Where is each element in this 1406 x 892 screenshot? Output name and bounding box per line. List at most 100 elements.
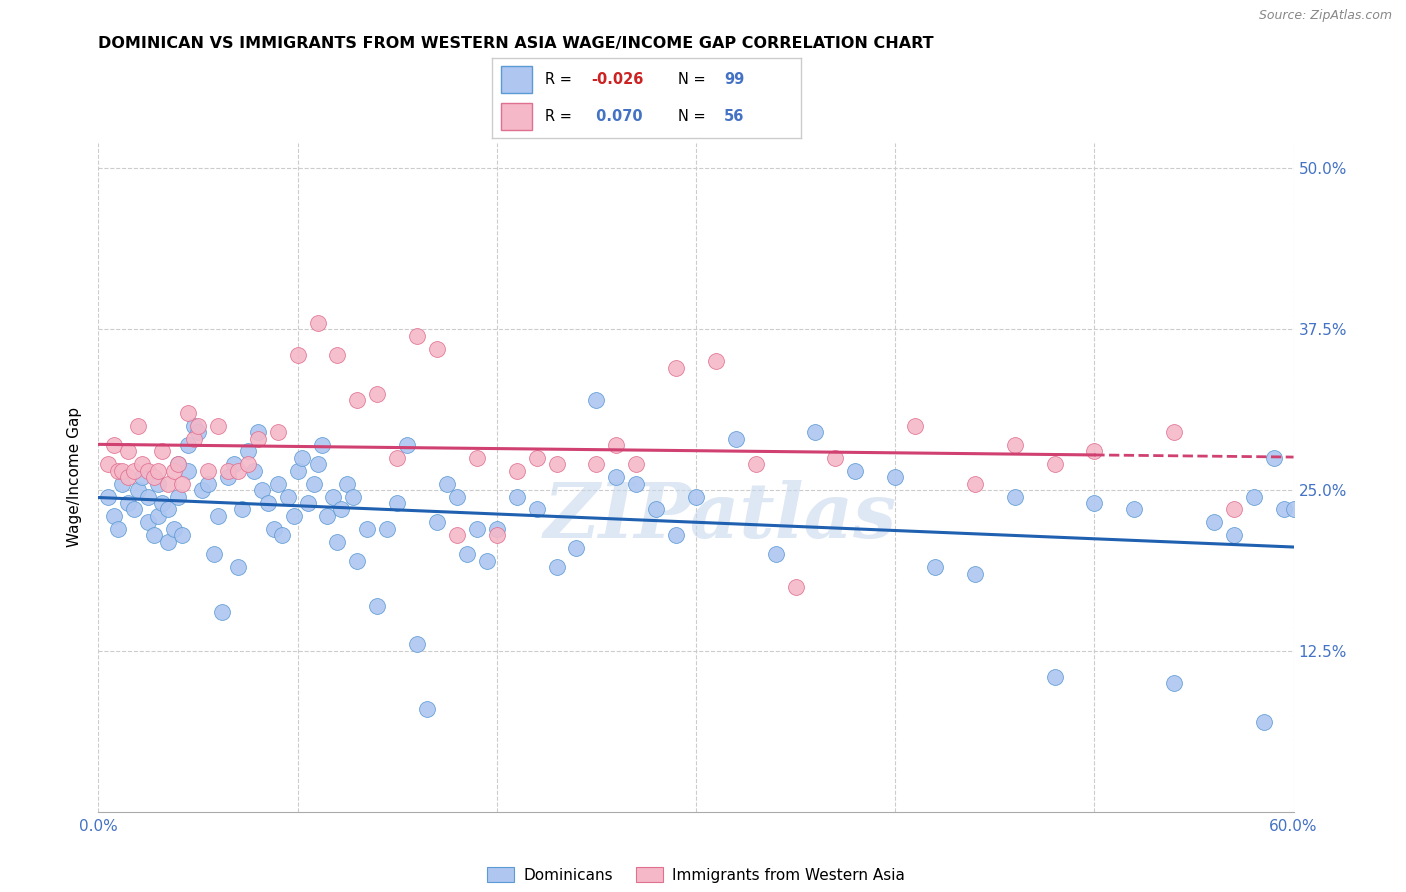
Point bbox=[546, 458, 568, 472]
Point bbox=[163, 464, 186, 478]
Point bbox=[1163, 425, 1185, 440]
Y-axis label: Wage/Income Gap: Wage/Income Gap bbox=[67, 407, 83, 548]
Point bbox=[436, 476, 458, 491]
Point bbox=[157, 534, 180, 549]
Point bbox=[1123, 502, 1146, 516]
Point bbox=[177, 406, 200, 420]
Text: 0.070: 0.070 bbox=[591, 109, 643, 124]
Point bbox=[136, 515, 159, 529]
Point bbox=[904, 418, 927, 433]
Point bbox=[103, 438, 125, 452]
Point bbox=[167, 458, 190, 472]
Point bbox=[311, 438, 333, 452]
Point bbox=[307, 458, 329, 472]
Point bbox=[290, 450, 312, 465]
Point bbox=[824, 450, 846, 465]
Point bbox=[1222, 502, 1246, 516]
Point bbox=[307, 316, 329, 330]
Point bbox=[342, 490, 364, 504]
Point bbox=[745, 458, 768, 472]
Point bbox=[605, 438, 627, 452]
Point bbox=[396, 438, 419, 452]
Point bbox=[287, 348, 309, 362]
Point bbox=[346, 554, 368, 568]
Point bbox=[406, 637, 429, 651]
Point bbox=[236, 458, 259, 472]
Point bbox=[287, 464, 309, 478]
Point bbox=[207, 418, 229, 433]
Point bbox=[1043, 458, 1066, 472]
Point bbox=[107, 522, 129, 536]
Point bbox=[526, 450, 548, 465]
Point bbox=[322, 490, 344, 504]
Point bbox=[172, 528, 194, 542]
Point bbox=[202, 548, 225, 562]
Text: R =: R = bbox=[544, 109, 576, 124]
FancyBboxPatch shape bbox=[502, 66, 533, 94]
Text: 56: 56 bbox=[724, 109, 744, 124]
Point bbox=[222, 458, 245, 472]
Point bbox=[446, 528, 468, 542]
Point bbox=[197, 464, 219, 478]
Point bbox=[277, 490, 299, 504]
Point bbox=[187, 425, 209, 440]
Point bbox=[724, 432, 747, 446]
Point bbox=[416, 702, 439, 716]
Point bbox=[1222, 528, 1246, 542]
Point bbox=[117, 470, 139, 484]
Point bbox=[406, 328, 429, 343]
Point bbox=[143, 470, 166, 484]
Point bbox=[263, 522, 285, 536]
Point bbox=[270, 528, 292, 542]
Point bbox=[565, 541, 588, 555]
Point bbox=[685, 490, 707, 504]
Text: ZIPatlas: ZIPatlas bbox=[543, 481, 897, 554]
Point bbox=[131, 470, 153, 484]
Point bbox=[127, 483, 149, 497]
FancyBboxPatch shape bbox=[502, 103, 533, 130]
Point bbox=[446, 490, 468, 504]
Point bbox=[157, 476, 180, 491]
Point bbox=[97, 490, 120, 504]
Point bbox=[585, 392, 607, 407]
Point bbox=[207, 508, 229, 523]
Point bbox=[250, 483, 273, 497]
Point bbox=[475, 554, 498, 568]
Point bbox=[626, 476, 648, 491]
Point bbox=[97, 458, 120, 472]
Point bbox=[124, 464, 146, 478]
Point bbox=[704, 354, 727, 368]
Point bbox=[1163, 676, 1185, 690]
Point bbox=[804, 425, 827, 440]
Point bbox=[197, 476, 219, 491]
Point bbox=[1263, 450, 1285, 465]
Point bbox=[131, 458, 153, 472]
Point bbox=[211, 605, 233, 619]
Point bbox=[456, 548, 478, 562]
Text: -0.026: -0.026 bbox=[591, 72, 644, 87]
Point bbox=[163, 522, 186, 536]
Point bbox=[111, 464, 134, 478]
Point bbox=[385, 450, 409, 465]
Point bbox=[177, 464, 200, 478]
Point bbox=[626, 458, 648, 472]
Point bbox=[506, 490, 529, 504]
Point bbox=[665, 528, 688, 542]
Point bbox=[366, 386, 388, 401]
Point bbox=[246, 432, 269, 446]
Point bbox=[356, 522, 378, 536]
Point bbox=[256, 496, 278, 510]
Point bbox=[217, 464, 239, 478]
Point bbox=[316, 508, 339, 523]
Point bbox=[485, 528, 508, 542]
Point bbox=[172, 476, 194, 491]
Text: N =: N = bbox=[678, 109, 710, 124]
Point bbox=[645, 502, 668, 516]
Legend: Dominicans, Immigrants from Western Asia: Dominicans, Immigrants from Western Asia bbox=[481, 861, 911, 888]
Point bbox=[785, 580, 807, 594]
Point bbox=[226, 464, 249, 478]
Point bbox=[148, 476, 170, 491]
Point bbox=[1083, 496, 1105, 510]
Point bbox=[150, 496, 173, 510]
Point bbox=[963, 476, 986, 491]
